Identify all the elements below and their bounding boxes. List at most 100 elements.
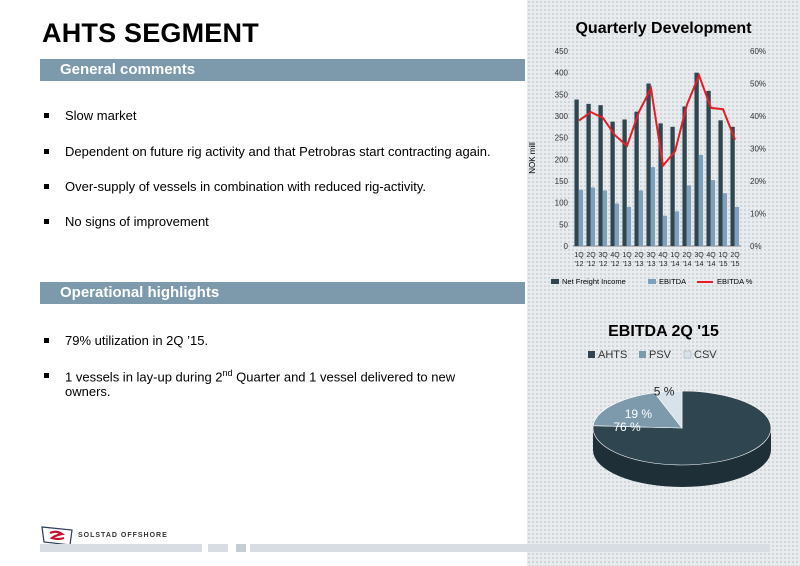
legend-label-ebitda: EBITDA xyxy=(659,277,686,286)
legend-swatch-psv xyxy=(639,351,646,358)
x-tick-label-year: '14 xyxy=(694,261,703,268)
x-tick-label-year: '12 xyxy=(598,261,607,268)
bar-ebitda xyxy=(686,185,692,246)
x-tick-label-year: '15 xyxy=(730,261,739,268)
x-tick-label-year: '13 xyxy=(646,261,655,268)
legend-swatch-ahts xyxy=(588,351,595,358)
x-tick-label: 3Q xyxy=(598,252,608,259)
x-tick-label: 4Q xyxy=(706,252,716,259)
pie-slice-psv xyxy=(592,392,683,429)
bar-net-freight-income xyxy=(622,119,627,246)
bar-net-freight-income xyxy=(586,103,591,246)
x-tick-label-year: '14 xyxy=(670,261,679,268)
pie-data-label: 5 % xyxy=(654,384,675,398)
x-tick-label: 1Q xyxy=(622,252,632,259)
footer-divider xyxy=(236,544,246,552)
company-name: SOLSTAD OFFSHORE xyxy=(78,532,168,539)
y-tick-label: 150 xyxy=(555,177,569,186)
y-tick-label: 400 xyxy=(555,69,569,78)
list-item: No signs of improvement xyxy=(44,214,491,229)
bar-net-freight-income xyxy=(718,120,723,246)
footer-divider xyxy=(40,544,202,552)
bar-ebitda xyxy=(578,189,584,246)
bar-ebitda xyxy=(638,190,644,246)
bullet-square-icon xyxy=(44,373,49,378)
y2-tick-label: 20% xyxy=(750,177,766,186)
y-tick-label: 100 xyxy=(555,199,569,208)
pie-side-ahts xyxy=(593,428,771,487)
y2-tick-label: 50% xyxy=(750,80,766,89)
y-tick-label: 300 xyxy=(555,112,569,121)
x-tick-label: 1Q xyxy=(574,252,584,259)
y2-tick-label: 40% xyxy=(750,112,766,121)
legend-label-ebitda-pct: EBITDA % xyxy=(717,277,753,286)
legend-swatch-csv xyxy=(683,350,692,359)
bullet-square-icon xyxy=(44,149,49,154)
bullet-square-icon xyxy=(44,338,49,343)
legend-swatch-net-freight-income xyxy=(551,279,559,284)
bar-net-freight-income xyxy=(634,111,639,247)
x-tick-label-year: '13 xyxy=(634,261,643,268)
legend-swatch-ebitda xyxy=(648,279,656,284)
bar-net-freight-income xyxy=(646,83,651,246)
y2-tick-label: 60% xyxy=(750,47,766,56)
legend-label-ahts: AHTS xyxy=(598,349,627,361)
operational-highlights-heading: Operational highlights xyxy=(60,284,220,301)
bar-net-freight-income xyxy=(730,126,735,246)
pie-slice-csv xyxy=(653,390,683,429)
x-tick-label-year: '12 xyxy=(586,261,595,268)
bar-ebitda xyxy=(602,190,608,246)
y-tick-label: 350 xyxy=(555,90,569,99)
legend-label-csv: CSV xyxy=(694,349,717,361)
x-tick-label: 4Q xyxy=(658,252,668,259)
x-tick-label: 1Q xyxy=(718,252,728,259)
bar-net-freight-income xyxy=(658,123,663,246)
y2-tick-label: 0% xyxy=(750,242,762,251)
list-item: 79% utilization in 2Q ’15. xyxy=(44,333,484,348)
bullet-square-icon xyxy=(44,113,49,118)
bar-ebitda xyxy=(614,203,620,246)
y-tick-label: 200 xyxy=(555,155,569,164)
general-comments-heading: General comments xyxy=(60,61,196,78)
bar-net-freight-income xyxy=(610,121,615,246)
pie-legend: AHTS PSV CSV xyxy=(588,349,717,361)
pie-data-label: 76 % xyxy=(613,420,641,434)
bar-ebitda xyxy=(722,193,728,246)
bar-ebitda xyxy=(710,180,716,246)
list-item: 1 vessels in lay-up during 2nd Quarter a… xyxy=(44,368,484,399)
bar-net-freight-income xyxy=(598,105,603,247)
chart-panel-background xyxy=(527,0,800,566)
quarterly-development-chart: NOK mill 0 50 100 150 200 250 300 350 400 450 0% 10… xyxy=(528,47,766,286)
x-tick-label: 4Q xyxy=(610,252,620,259)
x-tick-label: 2Q xyxy=(586,252,596,259)
x-tick-label: 2Q xyxy=(682,252,692,259)
bar-ebitda xyxy=(590,187,596,246)
line-ebitda-pct xyxy=(578,72,736,169)
general-comments-list: Slow market Dependent on future rig acti… xyxy=(44,108,491,229)
pie-data-label: 19 % xyxy=(625,407,653,421)
x-tick-label-year: '12 xyxy=(610,261,619,268)
x-tick-label-year: '15 xyxy=(718,261,727,268)
bar-ebitda xyxy=(662,215,668,246)
slide-title: AHTS SEGMENT xyxy=(42,18,259,48)
legend-label-psv: PSV xyxy=(649,349,672,361)
x-tick-label-year: '14 xyxy=(706,261,715,268)
y2-tick-label: 10% xyxy=(750,210,766,219)
bar-net-freight-income xyxy=(682,106,687,246)
list-item: Slow market xyxy=(44,108,491,123)
x-tick-label: 2Q xyxy=(634,252,644,259)
footer-divider xyxy=(208,544,228,552)
x-tick-label: 3Q xyxy=(694,252,704,259)
y-tick-label: 0 xyxy=(564,242,569,251)
list-item: Over-supply of vessels in combination wi… xyxy=(44,179,491,194)
x-tick-label-year: '12 xyxy=(574,261,583,268)
y-tick-label: 250 xyxy=(555,134,569,143)
bar-net-freight-income xyxy=(706,90,711,246)
y-axis-label: NOK mill xyxy=(528,142,537,174)
y2-tick-label: 30% xyxy=(750,145,766,154)
operational-highlights-bar: Operational highlights xyxy=(40,282,525,304)
x-tick-label: 3Q xyxy=(646,252,656,259)
chart-title: Quarterly Development xyxy=(575,20,752,37)
pie-chart-title: EBITDA 2Q '15 xyxy=(608,323,719,340)
general-comments-bar: General comments xyxy=(40,59,525,81)
